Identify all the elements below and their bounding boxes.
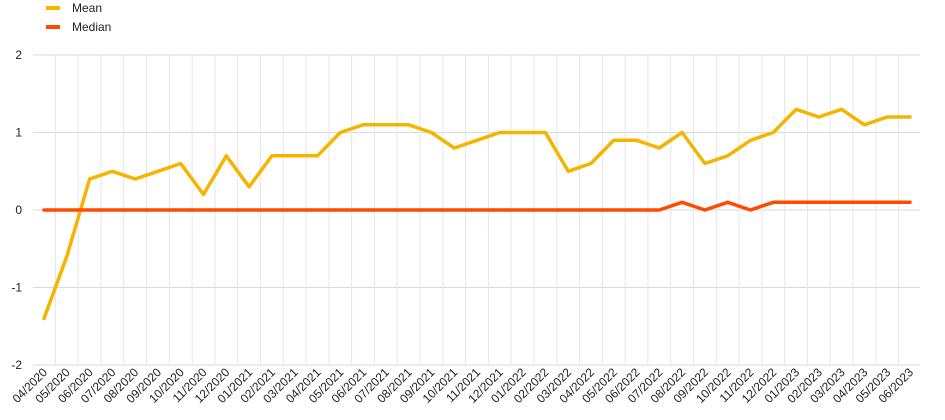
series-line-median — [42, 200, 912, 212]
y-tick-label: -1 — [11, 281, 22, 295]
series-line-mean — [42, 107, 912, 321]
y-tick-label: -2 — [11, 358, 22, 372]
legend-label-mean: Mean — [72, 1, 102, 15]
legend-label-median: Median — [72, 20, 111, 34]
y-tick-label: 0 — [15, 203, 22, 217]
y-tick-label: 2 — [15, 48, 22, 62]
y-tick-label: 1 — [15, 126, 22, 140]
